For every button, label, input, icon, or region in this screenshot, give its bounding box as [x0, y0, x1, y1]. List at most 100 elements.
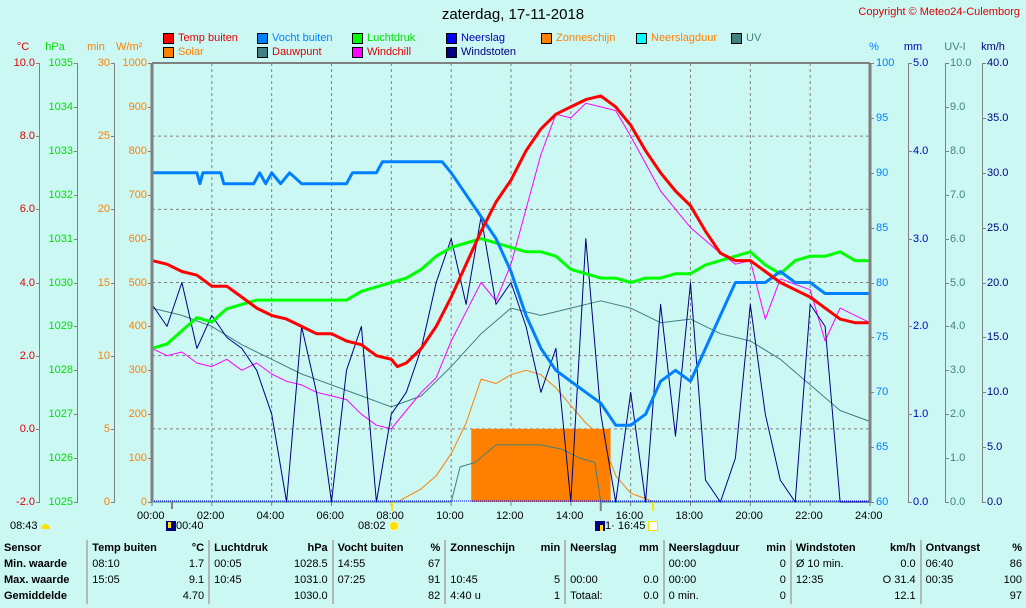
- axis-tick-label: 4.0: [913, 144, 929, 157]
- axis-tick-mark: [148, 326, 152, 327]
- axis-tick-label: 10: [97, 349, 110, 362]
- axis-tick-mark: [908, 239, 912, 240]
- stats-header: hPa: [307, 542, 328, 554]
- x-tick-label: 10:00: [436, 510, 464, 522]
- axis-tick-mark: [945, 370, 949, 371]
- x-tick-label: 02:00: [196, 510, 225, 522]
- legend-label: Solar: [178, 46, 204, 58]
- axis-tick-mark: [945, 458, 949, 459]
- legend-item: Temp buiten: [163, 32, 238, 44]
- axis-unit-pressure: hPa: [45, 41, 65, 53]
- stats-row: Min. waarde 08:10 1.7 00:05 1028.5 14:55 67 00:…: [0, 556, 1026, 572]
- axis-tick-label: 1.0: [913, 408, 929, 421]
- axis-tick-label: 30.0: [987, 166, 1009, 179]
- axis-tick-label: 200: [128, 408, 147, 421]
- stats-cell: 10:45: [444, 572, 532, 588]
- axis-tick-mark: [36, 502, 40, 503]
- axis-tick-label: 65: [876, 441, 889, 454]
- axis-unit-sunmin: min: [87, 41, 105, 53]
- stats-cell: 0: [779, 558, 786, 570]
- axis-tick-mark: [945, 239, 949, 240]
- series-uv: [152, 444, 870, 503]
- stats-cell: 1.7: [188, 558, 205, 570]
- axis-tick-mark: [74, 414, 78, 415]
- stats-header: Zonneschijn: [444, 540, 532, 556]
- axis-line: [39, 63, 40, 502]
- series-temp-buiten: [151, 94, 870, 369]
- stats-cell: 15:05: [86, 572, 174, 588]
- stats-cell: 0.0: [900, 558, 916, 570]
- axis-tick-label: 80: [876, 276, 889, 289]
- axis-tick-mark: [111, 356, 115, 357]
- stats-cell: [630, 556, 663, 572]
- legend-swatch: [636, 32, 647, 44]
- stats-header: Temp buiten: [86, 540, 174, 556]
- axis-tick-label: 100: [876, 57, 895, 69]
- axis-tick-label: 20.0: [987, 276, 1009, 289]
- stats-row: Gemiddelde 4.70 1030.0 82 4:40 u 1 Totaal: 0.0 0…: [0, 588, 1026, 604]
- axis-tick-mark: [74, 107, 78, 108]
- axis-tick-label: 1025: [48, 496, 73, 508]
- axis-tick-label: 5.0: [913, 57, 929, 69]
- stats-cell: 14:55: [331, 556, 421, 572]
- x-tick-label: 16:00: [615, 510, 644, 522]
- stats-cell: 82: [427, 590, 441, 602]
- stats-header: %: [1012, 542, 1022, 554]
- stats-row-label: Max. waarde: [4, 574, 70, 586]
- axis-unit-temp: °C: [16, 41, 30, 53]
- axis-tick-label: 500: [128, 276, 147, 289]
- legend-swatch: [352, 32, 363, 44]
- axis-tick-label: 2.0: [19, 349, 35, 362]
- legend-item: Solar: [163, 46, 204, 58]
- axis-tick-mark: [74, 63, 78, 64]
- axis-tick-label: 5.0: [987, 441, 1003, 454]
- axis-tick-label: 100: [128, 452, 147, 465]
- legend-item: Dauwpunt: [257, 46, 322, 58]
- axis-tick-mark: [870, 283, 874, 284]
- axis-tick-mark: [870, 173, 874, 174]
- axis-tick-mark: [982, 118, 986, 119]
- axis-tick-mark: [148, 414, 152, 415]
- axis-tick-mark: [111, 429, 115, 430]
- axis-tick-label: 35.0: [987, 111, 1009, 124]
- series-dauwpunt: [151, 300, 871, 422]
- stats-cell: Totaal:: [564, 588, 631, 604]
- plot-svg: [150, 62, 872, 511]
- stats-row-label: Gemiddelde: [4, 590, 67, 602]
- axis-tick-mark: [148, 370, 152, 371]
- bar-zonneschijn: [471, 428, 611, 502]
- axis-tick-mark: [870, 447, 874, 448]
- stats-header: Neerslagduur: [662, 540, 758, 556]
- stats-header: %: [430, 542, 441, 554]
- axis-tick-label: 95: [876, 111, 889, 124]
- axis-tick-label: 4.0: [19, 276, 35, 289]
- x-tick-label: 08:00: [376, 510, 404, 522]
- axis-tick-mark: [945, 63, 949, 64]
- axis-tick-mark: [148, 195, 152, 196]
- axis-tick-mark: [870, 392, 874, 393]
- sun-icon: [388, 521, 399, 532]
- stats-header: Vocht buiten: [331, 540, 421, 556]
- legend-item: Neerslagduur: [636, 32, 717, 44]
- axis-tick-mark: [908, 63, 912, 64]
- axis-tick-mark: [148, 107, 152, 108]
- axis-tick-label: 75: [876, 331, 889, 344]
- axis-tick-label: 2.0: [950, 408, 966, 421]
- axis-tick-label: 1035: [48, 57, 73, 69]
- legend-item: UV: [731, 32, 761, 44]
- legend-swatch: [446, 32, 457, 44]
- stats-cell: 00:00: [662, 556, 758, 572]
- x-tick-label: 14:00: [555, 510, 584, 522]
- axis-tick-mark: [148, 458, 152, 459]
- stats-cell: 97: [1009, 590, 1022, 602]
- legend-item: Luchtdruk: [352, 32, 415, 44]
- axis-tick-mark: [74, 458, 78, 459]
- axis-line: [77, 63, 78, 502]
- legend-item: Neerslag: [446, 32, 505, 44]
- stats-header: km/h: [889, 542, 916, 554]
- axis-tick-mark: [945, 283, 949, 284]
- stats-cell: 86: [1009, 558, 1022, 570]
- axis-tick-mark: [148, 502, 152, 503]
- axis-tick-mark: [111, 136, 115, 137]
- axis-tick-mark: [908, 151, 912, 152]
